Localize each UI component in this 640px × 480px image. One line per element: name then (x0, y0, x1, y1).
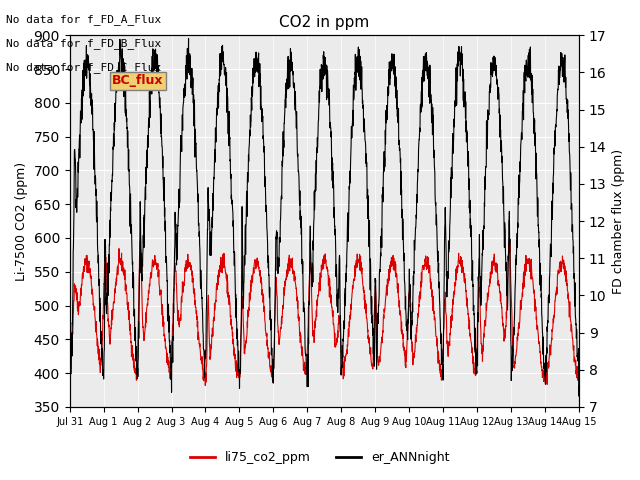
Text: No data for f_FD_A_Flux: No data for f_FD_A_Flux (6, 14, 162, 25)
Y-axis label: FD chamber flux (ppm): FD chamber flux (ppm) (612, 148, 625, 294)
Legend: li75_co2_ppm, er_ANNnight: li75_co2_ppm, er_ANNnight (186, 446, 454, 469)
Y-axis label: Li-7500 CO2 (ppm): Li-7500 CO2 (ppm) (15, 162, 28, 281)
Text: No data for f_FD_B_Flux: No data for f_FD_B_Flux (6, 38, 162, 49)
Text: BC_flux: BC_flux (112, 74, 163, 87)
Title: CO2 in ppm: CO2 in ppm (279, 15, 369, 30)
Text: No data for f_FD_C_Flux: No data for f_FD_C_Flux (6, 62, 162, 73)
